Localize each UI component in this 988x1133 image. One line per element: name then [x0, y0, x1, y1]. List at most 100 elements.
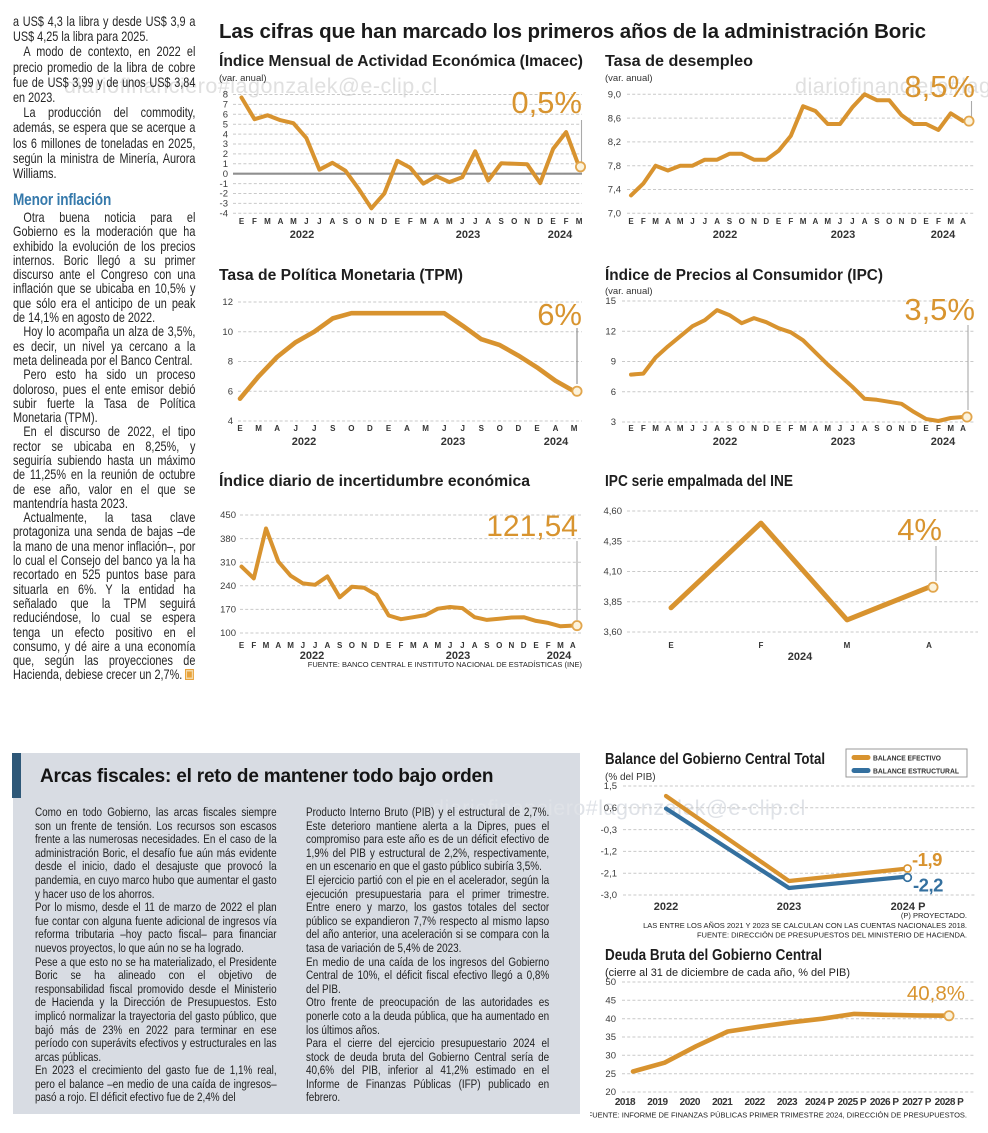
svg-text:-2,2: -2,2	[913, 875, 943, 896]
svg-text:2023: 2023	[831, 436, 855, 448]
svg-text:A: A	[813, 217, 819, 226]
svg-text:20: 20	[605, 1087, 616, 1098]
svg-text:2024 P: 2024 P	[891, 901, 926, 913]
svg-text:E: E	[237, 424, 243, 433]
svg-text:A: A	[714, 424, 720, 433]
svg-text:S: S	[337, 641, 343, 650]
svg-text:E: E	[239, 641, 245, 650]
svg-text:3,60: 3,60	[604, 627, 623, 638]
svg-text:Índice Mensual de Actividad Ec: Índice Mensual de Actividad Económica (I…	[219, 53, 583, 70]
svg-text:A: A	[275, 641, 281, 650]
svg-text:M: M	[947, 424, 954, 433]
svg-text:F: F	[788, 424, 793, 433]
svg-text:M: M	[264, 217, 271, 226]
svg-text:M: M	[410, 641, 417, 650]
svg-text:M: M	[434, 641, 441, 650]
svg-text:2022: 2022	[713, 436, 737, 448]
svg-text:45: 45	[605, 996, 616, 1007]
svg-text:50: 50	[605, 977, 616, 988]
svg-text:A: A	[862, 217, 868, 226]
svg-text:J: J	[312, 424, 316, 433]
svg-text:2024: 2024	[547, 650, 572, 662]
svg-text:O: O	[739, 424, 745, 433]
svg-text:N: N	[899, 217, 905, 226]
svg-text:S: S	[499, 217, 505, 226]
svg-text:2023: 2023	[441, 436, 465, 448]
svg-text:D: D	[521, 641, 527, 650]
svg-text:D: D	[911, 424, 917, 433]
svg-text:0,6: 0,6	[604, 803, 617, 814]
svg-text:3: 3	[611, 417, 616, 428]
svg-text:2022: 2022	[300, 650, 324, 662]
svg-text:S: S	[330, 424, 336, 433]
svg-text:Índice diario de incertidumbre: Índice diario de incertidumbre económica	[219, 473, 530, 490]
svg-text:J: J	[301, 641, 305, 650]
svg-text:3,85: 3,85	[604, 597, 623, 608]
svg-text:S: S	[874, 424, 880, 433]
svg-text:2022: 2022	[654, 901, 678, 913]
svg-text:A: A	[862, 424, 868, 433]
svg-text:E: E	[923, 217, 929, 226]
svg-text:F: F	[641, 424, 646, 433]
svg-text:12: 12	[222, 297, 233, 308]
svg-text:J: J	[850, 424, 854, 433]
svg-text:4,10: 4,10	[604, 567, 623, 578]
svg-text:O: O	[496, 641, 502, 650]
svg-text:A: A	[553, 424, 559, 433]
svg-text:BALANCE ESTRUCTURAL: BALANCE ESTRUCTURAL	[873, 767, 959, 776]
svg-text:M: M	[576, 217, 583, 226]
svg-text:15: 15	[605, 296, 616, 307]
svg-text:2024 P: 2024 P	[805, 1097, 835, 1108]
svg-text:E: E	[550, 217, 556, 226]
svg-text:A: A	[325, 641, 331, 650]
svg-text:380: 380	[220, 534, 236, 545]
svg-text:2: 2	[223, 149, 228, 160]
svg-text:N: N	[751, 424, 757, 433]
svg-text:F: F	[759, 641, 764, 650]
svg-text:J: J	[838, 424, 842, 433]
svg-text:2023: 2023	[456, 229, 480, 241]
svg-text:E: E	[395, 217, 401, 226]
svg-text:2023: 2023	[831, 229, 855, 241]
svg-text:S: S	[874, 217, 880, 226]
svg-text:M: M	[800, 217, 807, 226]
svg-text:6: 6	[228, 386, 233, 397]
svg-text:M: M	[652, 217, 659, 226]
svg-text:-1,2: -1,2	[601, 847, 617, 858]
svg-text:M: M	[290, 217, 297, 226]
svg-text:35: 35	[605, 1032, 616, 1043]
svg-text:D: D	[516, 424, 522, 433]
svg-text:J: J	[850, 217, 854, 226]
svg-text:E: E	[534, 424, 540, 433]
svg-text:E: E	[668, 641, 674, 650]
svg-text:240: 240	[220, 581, 236, 592]
svg-text:A: A	[472, 641, 478, 650]
svg-text:2019: 2019	[647, 1097, 668, 1108]
svg-text:2025 P: 2025 P	[837, 1097, 867, 1108]
svg-text:E: E	[628, 217, 634, 226]
svg-text:M: M	[446, 217, 453, 226]
svg-text:S: S	[484, 641, 490, 650]
svg-text:A: A	[423, 641, 429, 650]
svg-text:(var. anual): (var. anual)	[605, 73, 653, 84]
svg-text:Balance del Gobierno Central T: Balance del Gobierno Central Total	[605, 751, 825, 768]
svg-text:J: J	[448, 641, 452, 650]
svg-text:A: A	[665, 217, 671, 226]
svg-text:5: 5	[223, 119, 228, 130]
svg-text:450: 450	[220, 510, 236, 521]
svg-text:121,54: 121,54	[486, 510, 578, 543]
svg-text:M: M	[677, 217, 684, 226]
svg-text:2024: 2024	[544, 436, 569, 448]
svg-text:M: M	[420, 217, 427, 226]
svg-text:A: A	[813, 424, 819, 433]
svg-text:O: O	[497, 424, 503, 433]
svg-text:J: J	[473, 217, 477, 226]
svg-text:(P) PROYECTADO.: (P) PROYECTADO.	[901, 911, 967, 920]
svg-text:M: M	[947, 217, 954, 226]
svg-text:A: A	[485, 217, 491, 226]
svg-text:Tasa de desempleo: Tasa de desempleo	[605, 53, 753, 70]
svg-text:BALANCE EFECTIVO: BALANCE EFECTIVO	[873, 754, 941, 763]
svg-text:A: A	[960, 424, 966, 433]
svg-text:Tasa de Política Monetaria (TP: Tasa de Política Monetaria (TPM)	[219, 267, 463, 284]
svg-text:2024: 2024	[788, 651, 813, 663]
